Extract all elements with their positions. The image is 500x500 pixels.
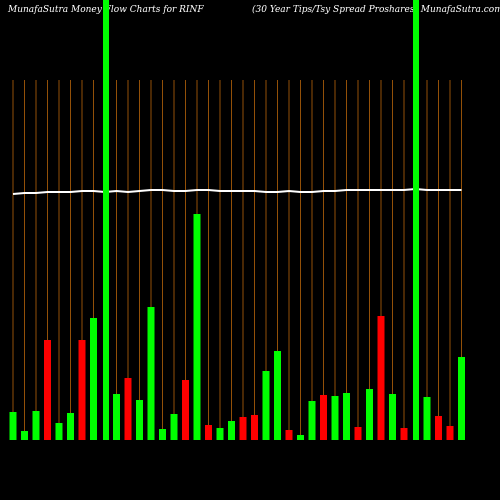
bar — [90, 318, 97, 440]
bar — [389, 394, 396, 440]
bar — [285, 430, 293, 440]
bar — [32, 411, 40, 440]
bar — [182, 380, 189, 440]
bar — [274, 351, 281, 440]
highlight-line — [413, 0, 419, 440]
bar — [423, 397, 431, 440]
bar — [159, 429, 166, 440]
bar — [435, 416, 442, 440]
bar — [239, 417, 247, 440]
bar — [136, 400, 143, 440]
bar — [9, 412, 17, 440]
bar — [400, 428, 408, 440]
bar — [170, 414, 178, 440]
highlight-line — [103, 0, 109, 440]
bar — [458, 357, 465, 440]
bar — [216, 428, 224, 440]
chart-subtitle: (30 Year Tips/Tsy Spread Proshares) Muna… — [252, 4, 500, 15]
bar — [78, 340, 86, 440]
bar — [113, 394, 120, 440]
bar — [193, 214, 201, 440]
bar — [205, 425, 212, 440]
bar — [55, 423, 63, 440]
bar — [354, 427, 362, 440]
bar — [308, 401, 316, 440]
bar — [366, 389, 373, 440]
bar — [297, 435, 304, 440]
bar — [21, 431, 28, 440]
bar — [124, 378, 132, 440]
bar — [262, 371, 270, 440]
bar — [228, 421, 235, 440]
bar — [147, 307, 155, 440]
bar — [343, 393, 350, 440]
bar — [331, 396, 339, 440]
bar — [67, 413, 74, 440]
bar — [320, 395, 327, 440]
line — [12, 187, 462, 195]
bar — [377, 316, 385, 440]
bar — [44, 340, 51, 440]
bar — [446, 426, 454, 440]
bar — [251, 415, 258, 440]
